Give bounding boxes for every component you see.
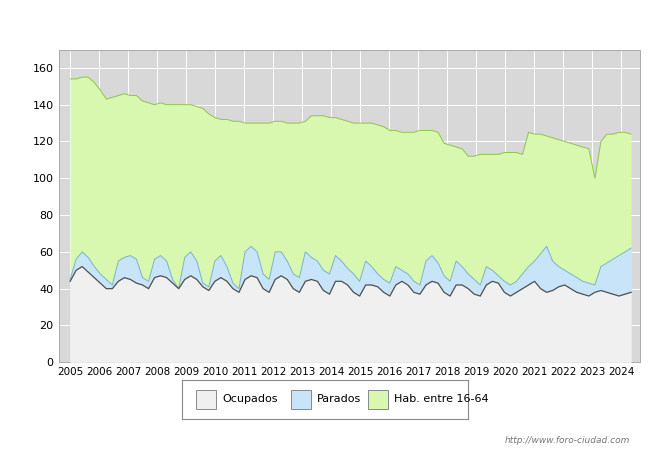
FancyBboxPatch shape	[368, 390, 388, 409]
Text: Hab. entre 16-64: Hab. entre 16-64	[394, 394, 488, 405]
FancyBboxPatch shape	[291, 390, 311, 409]
Text: http://www.foro-ciudad.com: http://www.foro-ciudad.com	[505, 436, 630, 445]
Text: Villalba de Guardo - Evolucion de la poblacion en edad de Trabajar Mayo de 2024: Villalba de Guardo - Evolucion de la pob…	[70, 14, 580, 27]
Text: Parados: Parados	[317, 394, 361, 405]
FancyBboxPatch shape	[196, 390, 216, 409]
Text: Ocupados: Ocupados	[222, 394, 278, 405]
